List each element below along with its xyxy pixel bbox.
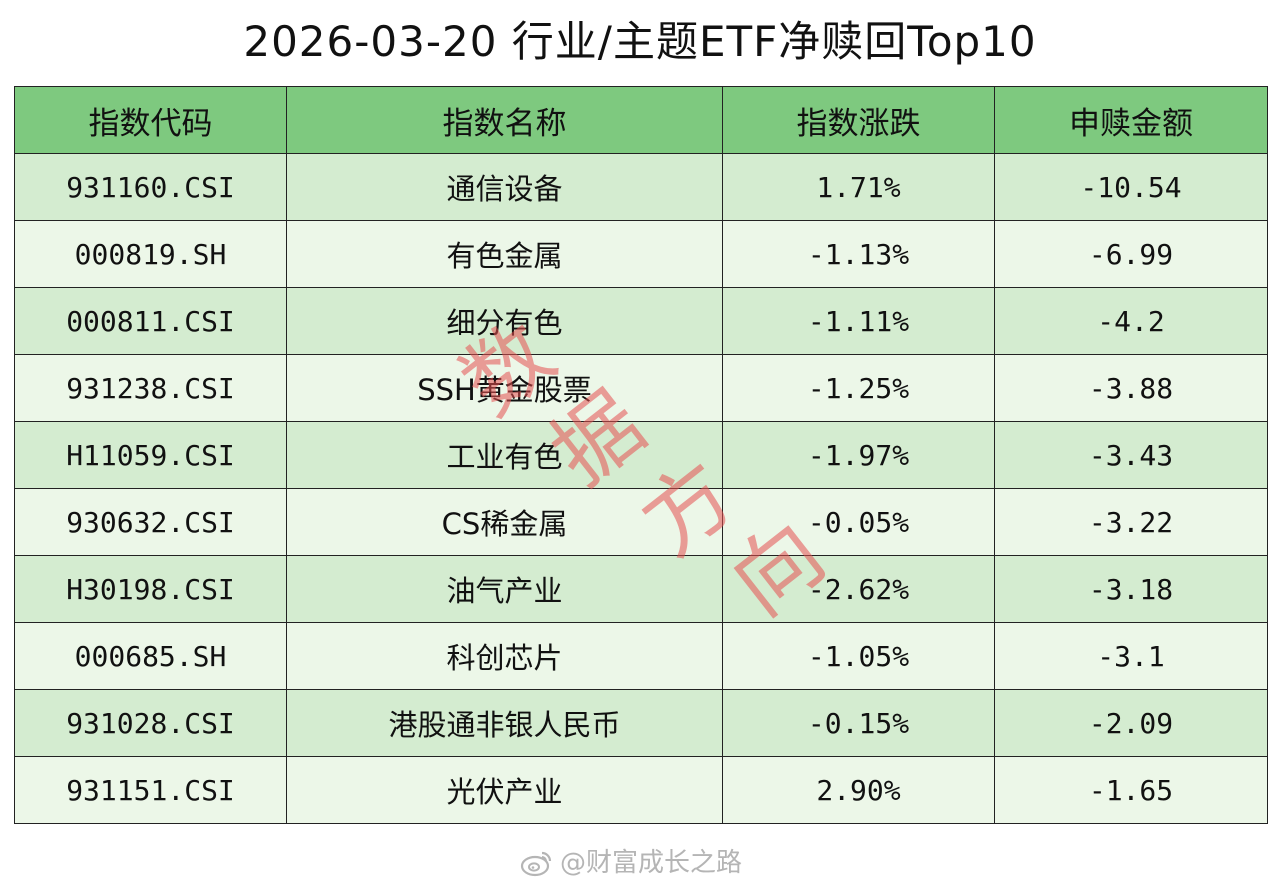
cell-code: 931160.CSI (14, 153, 287, 221)
cell-name: 通信设备 (286, 153, 723, 221)
cell-change: 2.90% (722, 756, 995, 824)
cell-amount: -3.18 (994, 555, 1268, 623)
cell-change: -0.15% (722, 689, 995, 757)
cell-code: 000819.SH (14, 220, 287, 288)
cell-name: 工业有色 (286, 421, 723, 489)
header-index-name: 指数名称 (286, 86, 723, 154)
cell-amount: -3.22 (994, 488, 1268, 556)
header-redemption-amount: 申赎金额 (994, 86, 1268, 154)
footer-text: @财富成长之路 (560, 848, 743, 878)
table-row: H11059.CSI 工业有色 -1.97% -3.43 (14, 421, 1268, 489)
weibo-icon (520, 849, 554, 877)
cell-name: 光伏产业 (286, 756, 723, 824)
header-index-change: 指数涨跌 (722, 86, 995, 154)
etf-redemption-table: 指数代码 指数名称 指数涨跌 申赎金额 931160.CSI 通信设备 1.71… (14, 86, 1268, 824)
cell-code: H30198.CSI (14, 555, 287, 623)
table-row: 930632.CSI CS稀金属 -0.05% -3.22 (14, 488, 1268, 556)
cell-name: 港股通非银人民币 (286, 689, 723, 757)
cell-change: -1.11% (722, 287, 995, 355)
cell-amount: -4.2 (994, 287, 1268, 355)
cell-code: 931151.CSI (14, 756, 287, 824)
cell-amount: -10.54 (994, 153, 1268, 221)
cell-code: 931028.CSI (14, 689, 287, 757)
cell-name: 细分有色 (286, 287, 723, 355)
table-row: 000819.SH 有色金属 -1.13% -6.99 (14, 220, 1268, 288)
footer-credit: @财富成长之路 (520, 843, 742, 883)
table-row: 000811.CSI 细分有色 -1.11% -4.2 (14, 287, 1268, 355)
table-header-row: 指数代码 指数名称 指数涨跌 申赎金额 (14, 86, 1268, 154)
cell-amount: -3.88 (994, 354, 1268, 422)
cell-code: 931238.CSI (14, 354, 287, 422)
cell-code: 000811.CSI (14, 287, 287, 355)
cell-name: 油气产业 (286, 555, 723, 623)
cell-change: -0.05% (722, 488, 995, 556)
table-row: 931160.CSI 通信设备 1.71% -10.54 (14, 153, 1268, 221)
cell-code: 000685.SH (14, 622, 287, 690)
cell-change: 1.71% (722, 153, 995, 221)
page-title: 2026-03-20 行业/主题ETF净赎回Top10 (243, 17, 1037, 66)
table-row: 931028.CSI 港股通非银人民币 -0.15% -2.09 (14, 689, 1268, 757)
cell-code: H11059.CSI (14, 421, 287, 489)
cell-change: -1.13% (722, 220, 995, 288)
cell-change: -1.25% (722, 354, 995, 422)
cell-name: 有色金属 (286, 220, 723, 288)
header-index-code: 指数代码 (14, 86, 287, 154)
cell-name: SSH黄金股票 (286, 354, 723, 422)
cell-change: -2.62% (722, 555, 995, 623)
table-row: 000685.SH 科创芯片 -1.05% -3.1 (14, 622, 1268, 690)
cell-amount: -3.43 (994, 421, 1268, 489)
cell-amount: -3.1 (994, 622, 1268, 690)
cell-change: -1.05% (722, 622, 995, 690)
cell-code: 930632.CSI (14, 488, 287, 556)
table-row: H30198.CSI 油气产业 -2.62% -3.18 (14, 555, 1268, 623)
cell-name: 科创芯片 (286, 622, 723, 690)
table-row: 931238.CSI SSH黄金股票 -1.25% -3.88 (14, 354, 1268, 422)
cell-amount: -1.65 (994, 756, 1268, 824)
table-row: 931151.CSI 光伏产业 2.90% -1.65 (14, 756, 1268, 824)
cell-amount: -2.09 (994, 689, 1268, 757)
cell-change: -1.97% (722, 421, 995, 489)
cell-name: CS稀金属 (286, 488, 723, 556)
cell-amount: -6.99 (994, 220, 1268, 288)
